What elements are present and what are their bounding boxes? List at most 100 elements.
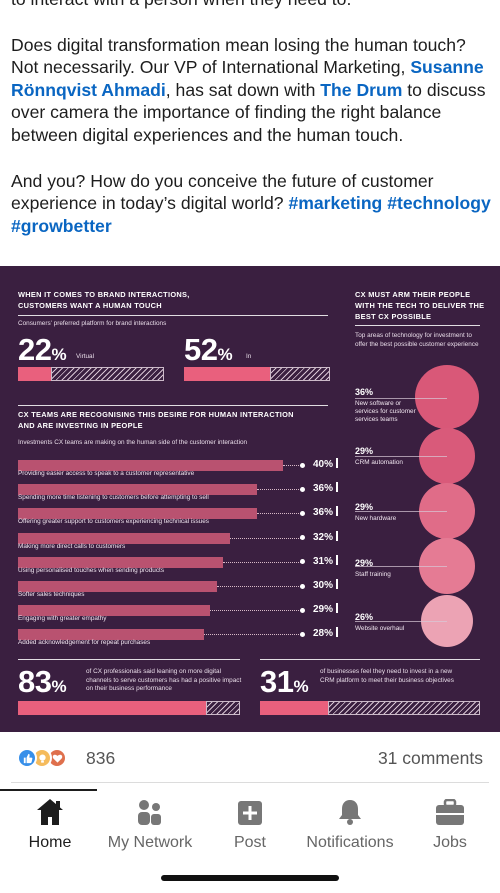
nav-jobs[interactable]: Jobs: [400, 798, 500, 852]
investment-bar: [18, 460, 283, 471]
post-icon: [200, 798, 300, 826]
value-dot: [300, 559, 305, 565]
home-indicator: [161, 875, 339, 881]
investment-value: 29%: [313, 603, 338, 615]
investment-bar: [18, 508, 257, 520]
investment-value: 31%: [313, 555, 338, 567]
nav-label: Post: [233, 834, 266, 851]
stat2: 31%: [260, 664, 309, 702]
stat1-text: of CX professionals said leaning on more…: [86, 668, 242, 692]
stat2-text: of businesses feel they need to invest i…: [320, 668, 454, 684]
home-icon: [0, 798, 100, 826]
investment-bar: [18, 484, 257, 496]
divider: [18, 405, 328, 406]
nav-notifications[interactable]: Notifications: [300, 798, 400, 852]
tech-label: CRM automation: [355, 459, 403, 466]
post-paragraph-2: And you? How do you conceive the future …: [11, 170, 491, 238]
stat2-bar-rest: [328, 701, 480, 715]
investment-label: Softer sales techniques: [18, 591, 85, 598]
investment-label: Engaging with greater empathy: [18, 615, 107, 623]
value-dot: [300, 631, 305, 637]
tech-title-line3: BEST CX POSSIBLE: [355, 312, 432, 321]
post-paragraph-0: to interact with a person when they need…: [11, 0, 491, 11]
connector-line: [355, 621, 447, 622]
nav-home[interactable]: Home: [0, 798, 100, 852]
briefcase-icon: [400, 798, 500, 826]
investment-label: Spending more time listening to customer…: [18, 494, 209, 502]
investment-row: 40% Providing easier access to speak to a…: [18, 454, 338, 478]
tech-value: 29%: [355, 502, 374, 512]
dotted-leader: [204, 634, 301, 636]
tech-title-line2: WITH THE TECH TO DELIVER THE: [355, 301, 485, 310]
value-dot: [300, 510, 305, 516]
pct-sign: %: [51, 677, 67, 696]
post-paragraph-1: Does digital transformation mean losing …: [11, 34, 491, 147]
tech-subtitle: Top areas of technology for investment t…: [355, 332, 479, 348]
post-text-line: to interact with a person when they need…: [11, 0, 351, 9]
tech-label: Website overhaul: [355, 625, 405, 632]
tech-item-training: 29% Staff training: [355, 558, 425, 579]
in-bar: [184, 367, 270, 381]
infographic-image[interactable]: WHEN IT COMES TO BRAND INTERACTIONS, CUS…: [0, 266, 500, 732]
investment-label: Using personalised touches when sending …: [18, 566, 165, 574]
bottom-navigation: Home My Network Post Notifications Jobs: [0, 790, 500, 860]
tech-item-software: 36% New software or services for custome…: [355, 387, 425, 424]
reaction-count[interactable]: 836: [86, 748, 116, 768]
tech-value: 29%: [355, 558, 374, 568]
mention-link-the-drum[interactable]: The Drum: [320, 79, 403, 100]
investment-label: Making more direct calls to customers: [18, 542, 126, 550]
divider: [355, 325, 480, 326]
post-text: , has sat down with: [165, 79, 321, 100]
investment-row: 36% Spending more time listening to custo…: [18, 478, 338, 502]
virtual-value: 22: [18, 332, 52, 367]
brand-subtitle: Consumers' preferred platform for brand …: [18, 320, 167, 327]
pct-sign: %: [293, 677, 309, 696]
divider: [18, 659, 240, 660]
connector-line: [355, 511, 447, 512]
tech-item-hardware: 29% New hardware: [355, 502, 425, 523]
hashtag-growbetter[interactable]: #growbetter: [11, 215, 112, 236]
hashtag-marketing[interactable]: #marketing: [288, 193, 383, 214]
tech-circle-1: [415, 365, 479, 429]
dotted-leader: [230, 537, 301, 539]
stat2-value: 31: [260, 664, 294, 699]
post-text: And you? How do you conceive the future …: [11, 170, 434, 214]
investment-value: 36%: [313, 506, 338, 518]
nav-post[interactable]: Post: [200, 798, 300, 852]
stat1-bar-rest: [206, 701, 240, 715]
virtual-label: Virtual: [76, 353, 94, 360]
connector-line: [355, 398, 447, 399]
nav-my-network[interactable]: My Network: [100, 798, 200, 852]
mention-link-susanne[interactable]: Susanne Rönnqvist Ahmadi: [11, 57, 484, 100]
tech-label: New software or services for customer se…: [355, 400, 416, 423]
investment-row: 31% Using personalised touches when sendi…: [18, 551, 338, 575]
stat2-bar: [260, 701, 328, 715]
tech-label: Staff training: [355, 571, 391, 578]
investment-row: 36% Offering greater support to customers…: [18, 502, 338, 526]
investment-label: Added acknowledgement for repeat purchas…: [18, 639, 151, 647]
divider: [260, 659, 480, 660]
stat1-value: 83: [18, 664, 52, 699]
post-text: to discuss over camera the importance of…: [11, 79, 486, 145]
stat1-bar: [18, 701, 206, 715]
brand-title-line1: WHEN IT COMES TO BRAND INTERACTIONS,: [18, 290, 190, 299]
reaction-icons[interactable]: [17, 748, 81, 768]
brand-title-line2: CUSTOMERS WANT A HUMAN TOUCH: [18, 301, 162, 310]
nav-label: Home: [28, 834, 72, 851]
nav-label: My Network: [107, 834, 193, 851]
tech-value: 26%: [355, 612, 374, 622]
tech-item-crm: 29% CRM automation: [355, 446, 425, 467]
nav-label: Notifications: [306, 834, 394, 851]
dotted-leader: [283, 465, 301, 466]
dotted-leader: [210, 610, 301, 612]
tech-item-website: 26% Website overhaul: [355, 612, 425, 633]
investment-bar: [18, 581, 217, 592]
value-dot: [300, 486, 305, 492]
virtual-bar-rest: [51, 367, 164, 381]
dotted-leader: [223, 561, 301, 563]
hashtag-technology[interactable]: #technology: [387, 193, 491, 214]
stat1: 83%: [18, 664, 67, 702]
investment-bar: [18, 605, 210, 617]
in-label: In: [246, 353, 252, 360]
comments-count[interactable]: 31 comments: [377, 748, 483, 768]
